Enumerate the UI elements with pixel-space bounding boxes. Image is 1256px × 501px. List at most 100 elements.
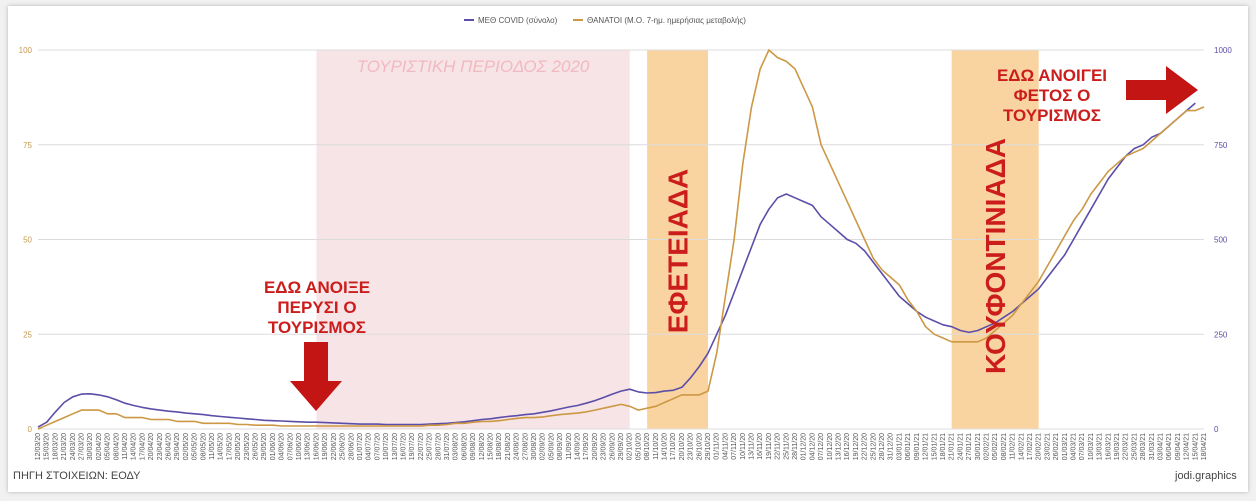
x-tick-label: 17/04/20 [139,433,146,460]
x-tick-label: 01/12/20 [801,433,808,460]
x-tick-label: 03/01/21 [896,433,903,460]
x-tick-label: 18/04/21 [1201,433,1208,460]
x-tick-label: 15/03/20 [44,433,51,460]
x-tick-label: 03/08/20 [453,433,460,460]
x-tick-label: 02/10/20 [627,433,634,460]
annotation-text: ΤΟΥΡΙΣΜΟΣ [268,318,366,337]
x-tick-label: 17/02/21 [1027,433,1034,460]
x-tick-label: 14/10/20 [662,433,669,460]
x-tick-label: 07/03/21 [1079,433,1086,460]
x-tick-label: 29/05/20 [261,433,268,460]
x-tick-label: 05/02/21 [992,433,999,460]
x-tick-label: 08/05/20 [200,433,207,460]
x-tick-label: 14/02/21 [1018,433,1025,460]
x-tick-label: 02/02/21 [983,433,990,460]
x-tick-label: 21/08/20 [505,433,512,460]
x-tick-label: 26/09/20 [609,433,616,460]
annotation-arrow [1126,66,1198,114]
x-tick-label: 04/03/21 [1070,433,1077,460]
x-tick-label: 06/01/21 [905,433,912,460]
x-tick-label: 07/07/20 [374,433,381,460]
y-right-tick-label: 750 [1214,141,1228,150]
x-tick-label: 10/07/20 [383,433,390,460]
x-tick-label: 11/09/20 [566,433,573,460]
y-right-tick-label: 0 [1214,425,1219,434]
y-left-tick-label: 100 [19,46,33,55]
x-tick-label: 22/07/20 [418,433,425,460]
x-tick-label: 22/06/20 [331,433,338,460]
source-note: ΠΗΓΗ ΣΤΟΙΧΕΙΩΝ: ΕΟΔΥ [13,470,141,482]
y-left-tick-label: 0 [28,425,33,434]
x-tick-label: 08/04/20 [113,433,120,460]
x-tick-label: 04/12/20 [809,433,816,460]
annotation-text: ΤΟΥΡΙΣΜΟΣ [1003,106,1101,125]
x-tick-label: 31/07/20 [444,433,451,460]
series-line [37,49,1205,430]
x-tick-label: 08/10/20 [644,433,651,460]
x-tick-label: 28/12/20 [879,433,886,460]
x-tick-label: 28/03/21 [1140,433,1147,460]
x-tick-label: 13/06/20 [305,433,312,460]
x-tick-label: 10/12/20 [827,433,834,460]
x-tick-label: 28/11/20 [792,433,799,460]
x-tick-label: 19/11/20 [766,433,773,460]
x-tick-label: 20/02/21 [1036,433,1043,460]
x-tick-label: 19/07/20 [409,433,416,460]
x-tick-label: 01/07/20 [357,433,364,460]
x-tick-label: 05/04/20 [105,433,112,460]
period-label: ΕΦΕΤΕΙΑΔΑ [663,169,694,333]
x-tick-label: 01/03/21 [1062,433,1069,460]
x-tick-label: 28/06/20 [348,433,355,460]
x-tick-label: 11/05/20 [209,433,216,460]
x-tick-label: 12/03/20 [35,433,42,460]
x-tick-label: 31/03/21 [1149,433,1156,460]
x-tick-label: 08/09/20 [557,433,564,460]
x-tick-label: 28/07/20 [435,433,442,460]
x-tick-label: 23/05/20 [244,433,251,460]
x-tick-label: 13/03/21 [1097,433,1104,460]
x-tick-label: 01/06/20 [270,433,277,460]
y-left-tick-label: 75 [23,141,32,150]
x-tick-label: 05/05/20 [192,433,199,460]
x-tick-label: 14/05/20 [218,433,225,460]
x-tick-label: 03/04/21 [1157,433,1164,460]
annotation-text: ΕΔΩ ΑΝΟΙΞΕ [264,278,370,297]
x-tick-label: 10/06/20 [296,433,303,460]
legend-label: ΘΑΝΑΤΟΙ (Μ.Ο. 7-ημ. ημερήσιας μεταβολής) [587,16,746,25]
x-tick-label: 16/07/20 [400,433,407,460]
x-tick-label: 13/07/20 [392,433,399,460]
x-tick-label: 26/05/20 [253,433,260,460]
x-tick-label: 30/08/20 [531,433,538,460]
x-tick-label: 25/12/20 [870,433,877,460]
period-label: ΤΟΥΡΙΣΤΙΚΗ ΠΕΡΙΟΔΟΣ 2020 [357,57,590,76]
x-tick-label: 02/04/20 [96,433,103,460]
x-tick-label: 01/11/20 [714,433,721,460]
x-tick-label: 27/08/20 [522,433,529,460]
x-tick-label: 17/05/20 [226,433,233,460]
x-tick-label: 20/09/20 [592,433,599,460]
x-tick-label: 30/03/20 [87,433,94,460]
x-tick-label: 19/12/20 [853,433,860,460]
x-tick-label: 15/08/20 [487,433,494,460]
y-right-tick-label: 250 [1214,330,1228,339]
x-tick-label: 31/12/20 [888,433,895,460]
x-tick-label: 05/09/20 [548,433,555,460]
x-tick-label: 25/07/20 [427,433,434,460]
x-tick-label: 19/03/21 [1114,433,1121,460]
x-tick-label: 29/09/20 [618,433,625,460]
x-tick-label: 09/08/20 [470,433,477,460]
x-tick-label: 15/01/21 [931,433,938,460]
x-tick-label: 09/04/21 [1175,433,1182,460]
x-tick-label: 25/06/20 [340,433,347,460]
x-tick-label: 06/08/20 [461,433,468,460]
x-tick-label: 12/01/21 [923,433,930,460]
x-tick-label: 20/04/20 [148,433,155,460]
y-right-tick-label: 500 [1214,236,1228,245]
x-tick-label: 08/02/21 [1001,433,1008,460]
x-tick-label: 16/11/20 [757,433,764,460]
x-tick-label: 13/12/20 [836,433,843,460]
x-tick-label: 20/10/20 [679,433,686,460]
x-tick-label: 18/08/20 [496,433,503,460]
x-tick-label: 27/01/21 [966,433,973,460]
